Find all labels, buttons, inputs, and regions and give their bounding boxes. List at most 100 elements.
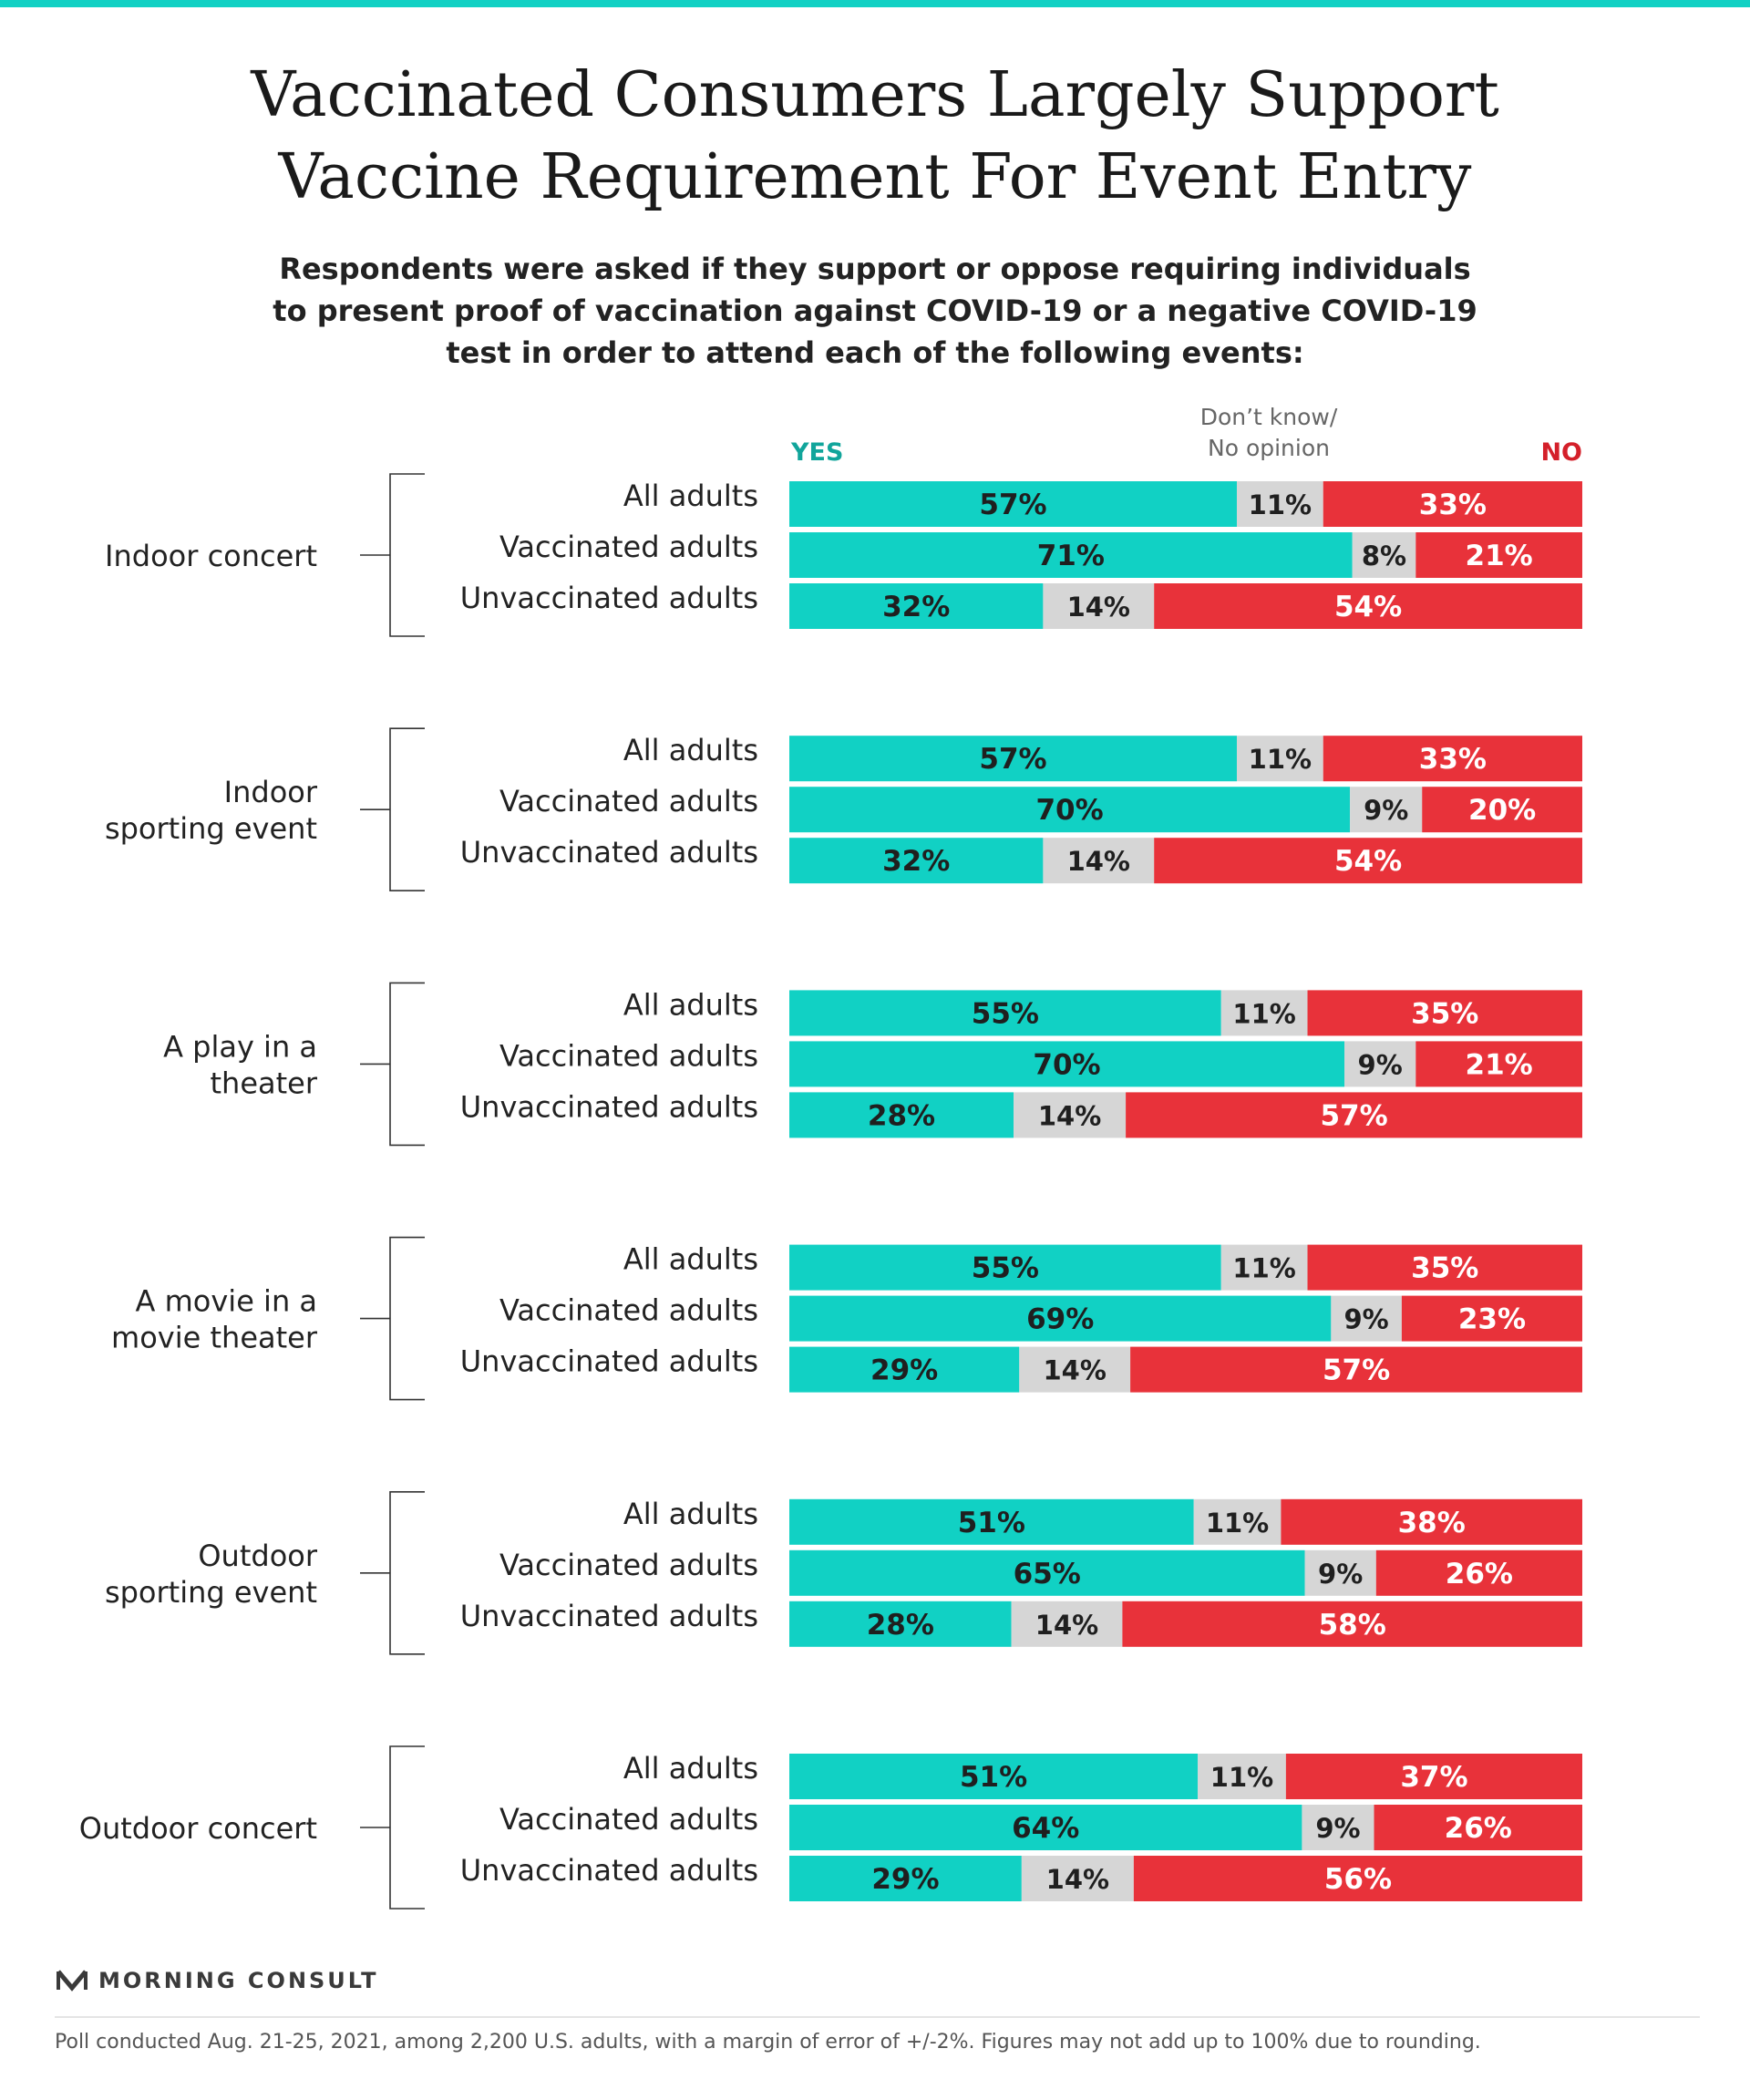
- legend-dont-know-line-1: Don’t know/: [1200, 404, 1338, 430]
- row-label: All adults: [623, 479, 758, 513]
- chart-subtitle-line-3: test in order to attend each of the foll…: [446, 335, 1304, 370]
- chart-subtitle-line-1: Respondents were asked if they support o…: [279, 252, 1471, 286]
- data-label-no: 35%: [1411, 1252, 1478, 1285]
- data-label-no: 21%: [1466, 540, 1533, 572]
- bar-segment-dont-know: [1352, 532, 1416, 578]
- group-bracket: [389, 1745, 425, 1910]
- legend-dont-know-line-2: No opinion: [1208, 435, 1330, 461]
- data-label-yes: 55%: [972, 1252, 1039, 1285]
- data-label-dont-know: 11%: [1206, 1508, 1269, 1539]
- data-label-yes: 32%: [882, 591, 950, 623]
- data-label-yes: 70%: [1035, 794, 1103, 827]
- data-label-dont-know: 14%: [1035, 1610, 1098, 1641]
- bar-segment-no: [1415, 1041, 1582, 1087]
- bar-segment-no: [1307, 1244, 1582, 1291]
- data-label-dont-know: 11%: [1210, 1762, 1273, 1793]
- bar-segment-dont-know: [1043, 583, 1155, 629]
- data-label-no: 37%: [1400, 1761, 1467, 1794]
- top-accent-bar: [0, 0, 1750, 7]
- group-label: A play in a: [163, 1029, 317, 1064]
- chart-subtitle: Respondents were asked if they support o…: [0, 248, 1750, 374]
- chart-title-line-1: Vaccinated Consumers Largely Support: [251, 59, 1499, 131]
- data-label-yes: 28%: [868, 1099, 935, 1132]
- bar-row: All adults 51% 11% 38%: [623, 1497, 1582, 1545]
- bar-row: All adults 57% 11% 33%: [623, 479, 1582, 527]
- bar-segment-no: [1285, 1754, 1582, 1799]
- bar-segment-dont-know: [1193, 1498, 1282, 1545]
- bar-row: Unvaccinated adults 28% 14% 57%: [460, 1089, 1582, 1138]
- bar-segment-no: [1323, 736, 1582, 782]
- bar-segment-no: [1401, 1295, 1582, 1342]
- data-label-yes: 32%: [882, 845, 950, 878]
- bar-segment-dont-know: [1011, 1601, 1123, 1647]
- bar-row: Unvaccinated adults 32% 14% 54%: [460, 581, 1582, 629]
- bar-segment-yes: [789, 1754, 1199, 1799]
- brand-logo-text: MORNING CONSULT: [98, 1968, 379, 1993]
- chart-groups: Indoor concert All adults 57% 11% 33% Vaccina…: [79, 473, 1582, 1910]
- row-label: Vaccinated adults: [499, 1802, 758, 1837]
- row-label: Vaccinated adults: [499, 1038, 758, 1073]
- group-bracket: [389, 1491, 425, 1655]
- chart-title: Vaccinated Consumers Largely Support Vac…: [0, 55, 1750, 219]
- group-label: sporting event: [105, 811, 317, 846]
- bar-segment-no: [1126, 1092, 1582, 1138]
- data-label-no: 33%: [1419, 743, 1487, 776]
- group-bracket: [389, 727, 425, 892]
- bar-segment-yes: [789, 1041, 1344, 1087]
- group-label: theater: [210, 1065, 317, 1100]
- bar-row: All adults 55% 11% 35%: [623, 987, 1582, 1036]
- data-label-dont-know: 9%: [1358, 1049, 1403, 1080]
- bar-segment-yes: [789, 481, 1237, 527]
- bar-row: All adults 55% 11% 35%: [623, 1242, 1582, 1291]
- bar-row: Vaccinated adults 64% 9% 26%: [499, 1802, 1582, 1850]
- data-label-yes: 57%: [979, 743, 1046, 776]
- chart-subtitle-line-2: to present proof of vaccination against …: [273, 293, 1477, 328]
- data-label-dont-know: 9%: [1315, 1813, 1360, 1844]
- data-label-dont-know: 14%: [1038, 1100, 1101, 1131]
- bar-segment-yes: [789, 1244, 1221, 1291]
- data-label-dont-know: 14%: [1046, 1864, 1109, 1895]
- brand-logo: MORNING CONSULT: [57, 1967, 379, 1994]
- data-label-yes: 29%: [870, 1354, 938, 1387]
- row-label: Unvaccinated adults: [460, 1599, 758, 1633]
- data-label-yes: 28%: [867, 1609, 934, 1642]
- data-label-dont-know: 11%: [1232, 1253, 1295, 1284]
- bar-segment-yes: [789, 736, 1237, 782]
- bar-segment-no: [1323, 481, 1582, 527]
- bar-row: Vaccinated adults 70% 9% 21%: [499, 1038, 1582, 1087]
- row-label: Unvaccinated adults: [460, 581, 758, 615]
- bar-segment-yes: [789, 1295, 1332, 1342]
- row-label: All adults: [623, 987, 758, 1022]
- footnote: Poll conducted Aug. 21-25, 2021, among 2…: [55, 2031, 1481, 2054]
- bar-segment-dont-know: [1236, 481, 1323, 527]
- bar-segment-dont-know: [1021, 1856, 1134, 1901]
- data-label-dont-know: 9%: [1364, 795, 1408, 826]
- bar-segment-dont-know: [1019, 1346, 1131, 1393]
- data-label-no: 58%: [1319, 1609, 1386, 1642]
- bar-segment-no: [1281, 1498, 1582, 1545]
- bar-row: All adults 51% 11% 37%: [623, 1751, 1582, 1799]
- data-label-yes: 51%: [958, 1507, 1025, 1539]
- bar-segment-no: [1133, 1856, 1582, 1901]
- data-label-no: 26%: [1445, 1812, 1512, 1845]
- data-label-dont-know: 9%: [1343, 1304, 1388, 1335]
- data-label-no: 26%: [1446, 1558, 1513, 1590]
- bar-segment-dont-know: [1043, 838, 1155, 884]
- bar-segment-dont-know: [1236, 736, 1323, 782]
- bar-segment-yes: [789, 583, 1044, 629]
- data-label-dont-know: 14%: [1043, 1355, 1106, 1386]
- row-label: Vaccinated adults: [499, 1548, 758, 1582]
- group-label: Outdoor: [198, 1539, 317, 1573]
- bar-segment-no: [1122, 1601, 1582, 1647]
- data-label-no: 57%: [1320, 1099, 1387, 1132]
- data-label-no: 54%: [1334, 591, 1402, 623]
- bar-row: Unvaccinated adults 28% 14% 58%: [460, 1599, 1582, 1647]
- group-label: movie theater: [111, 1321, 318, 1355]
- data-label-dont-know: 11%: [1249, 744, 1312, 775]
- group-bracket: [389, 1236, 425, 1401]
- bar-segment-dont-know: [1331, 1295, 1402, 1342]
- row-label: All adults: [623, 1497, 758, 1531]
- data-label-no: 21%: [1466, 1048, 1533, 1081]
- bar-segment-no: [1415, 532, 1582, 578]
